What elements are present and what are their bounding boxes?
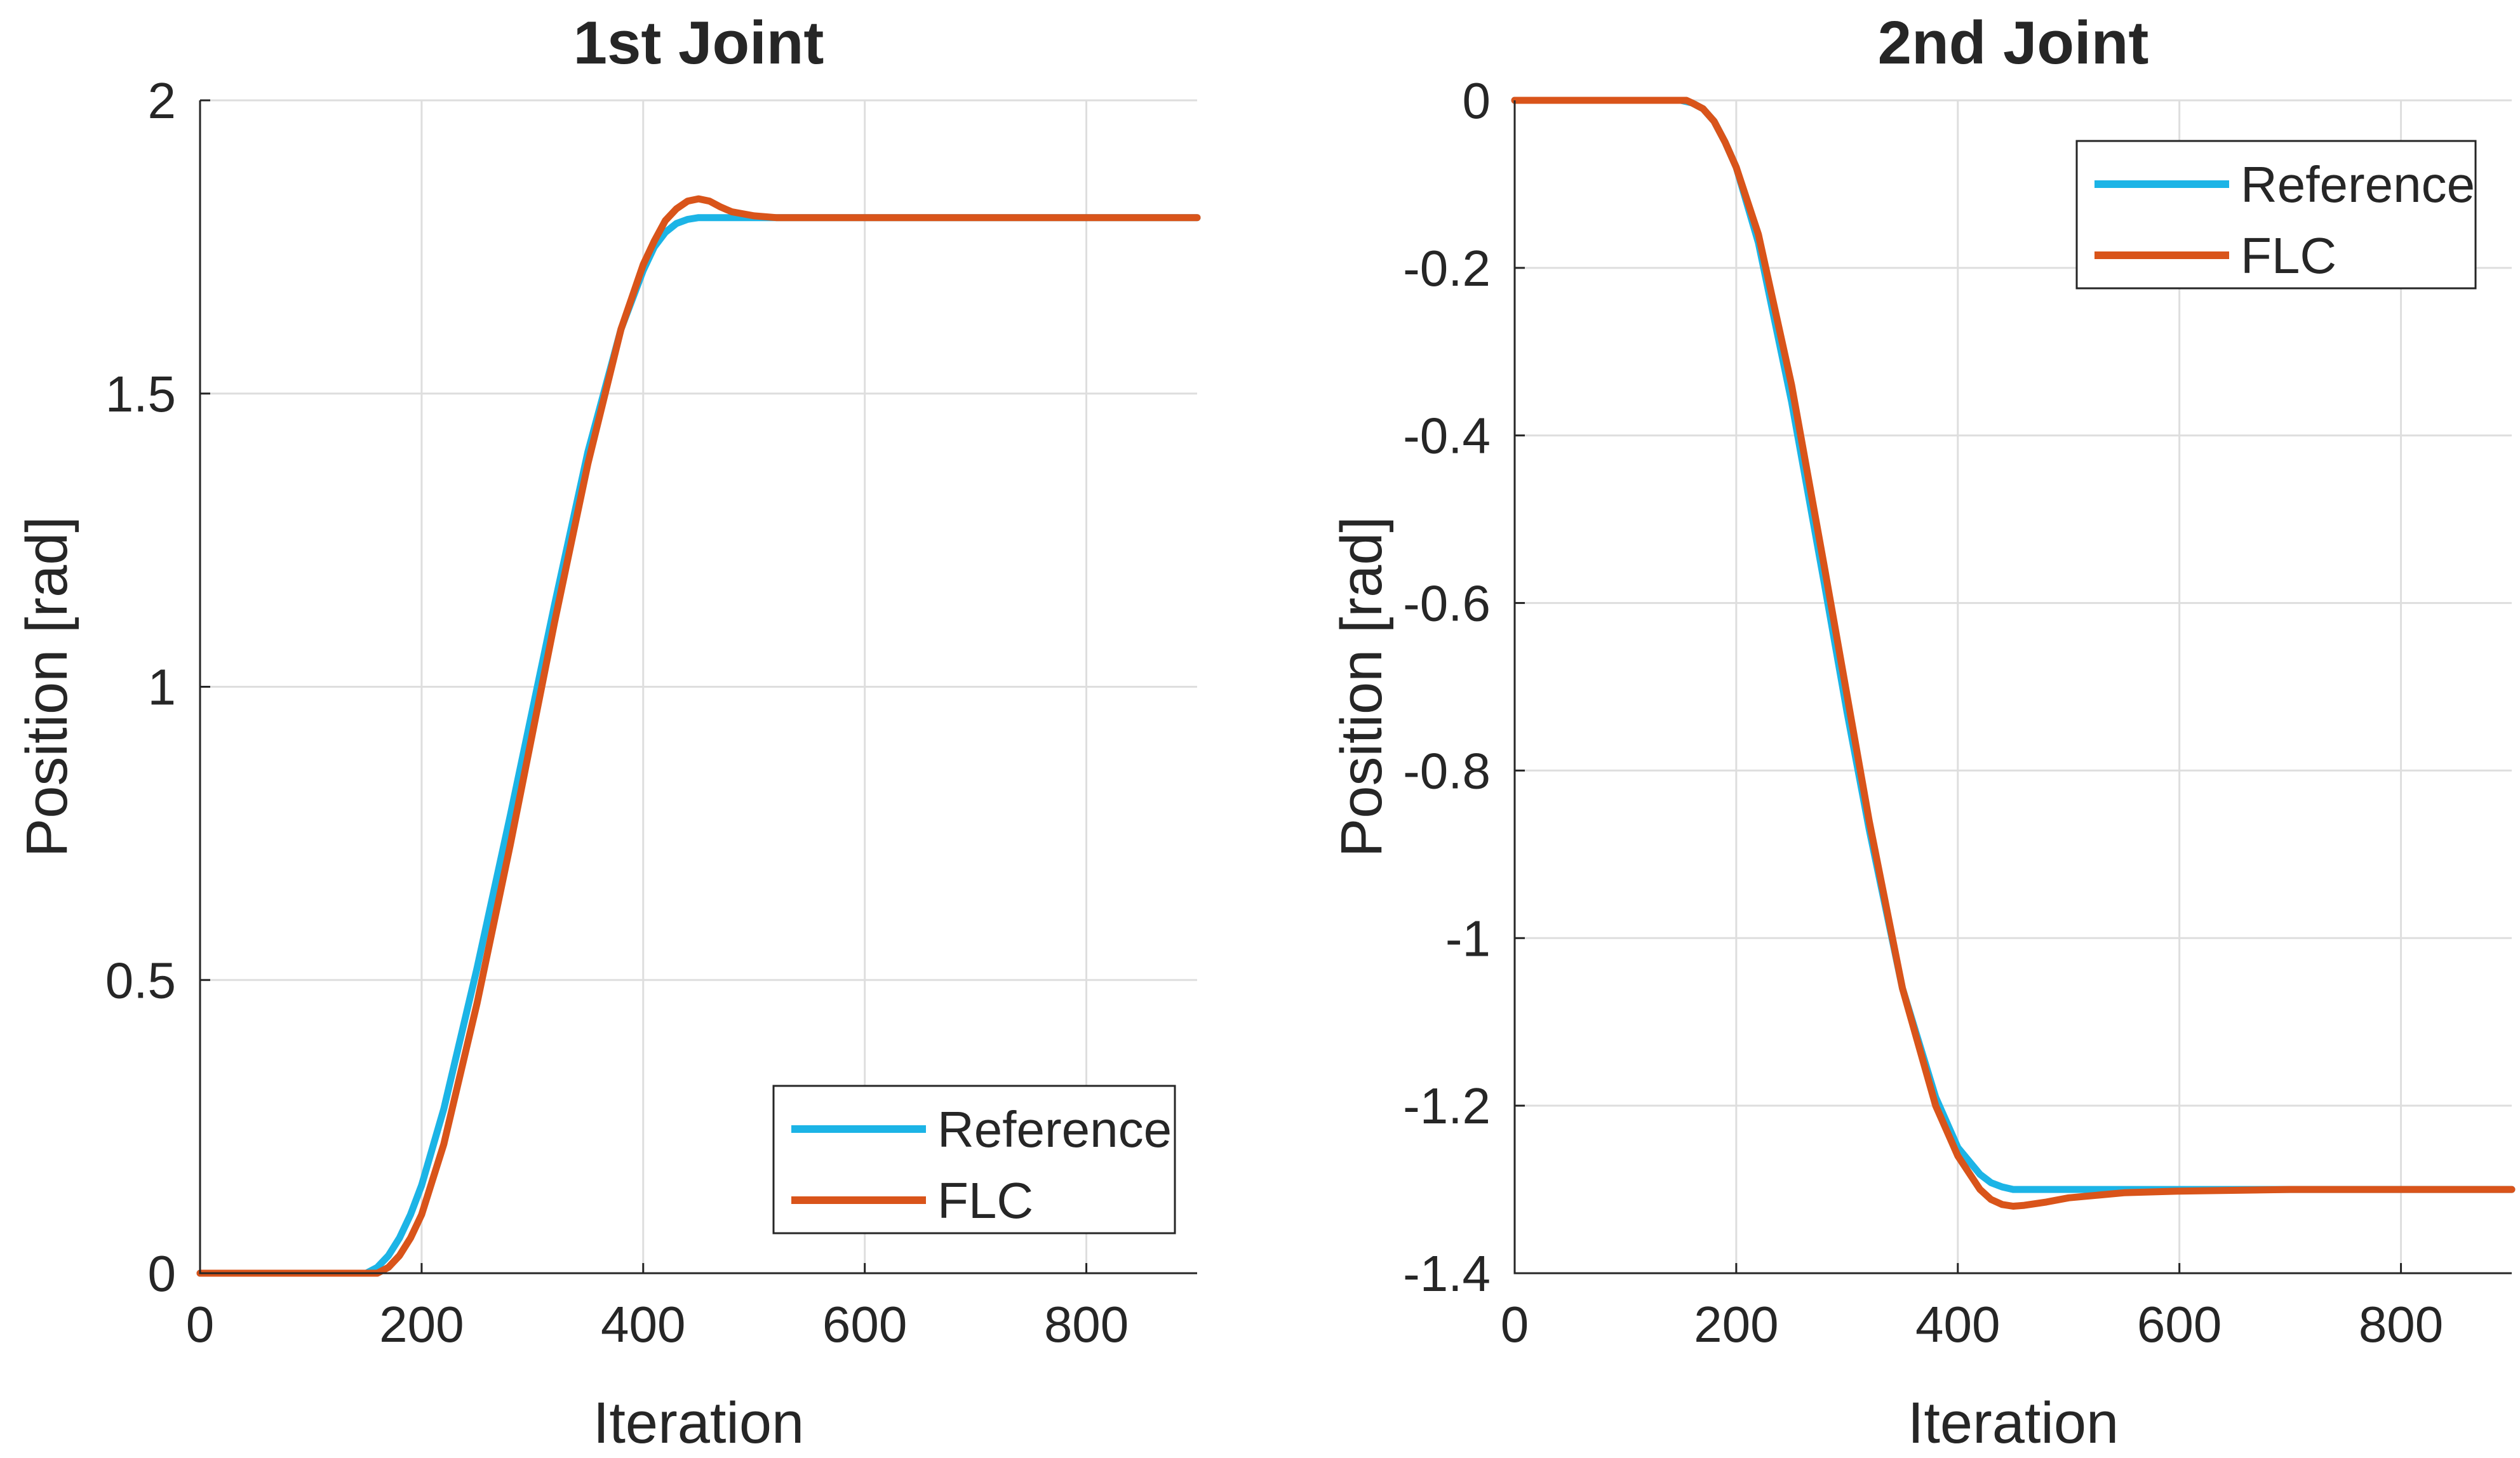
- tick-labels: 0 200 400 600 800 0 0.5 1 1.5 2: [105, 72, 1129, 1353]
- chart-title: 2nd Joint: [1878, 9, 2149, 77]
- chart-panel-2nd-joint: 2nd Joint Position [rad] Iteration 0 200 4…: [1329, 9, 2516, 1455]
- chart-panel-1st-joint: 1st Joint Position [rad] Iteration 0 200 4…: [15, 9, 1201, 1455]
- legend-box: [2075, 140, 2477, 290]
- y-tick-label: -0.6: [1403, 575, 1491, 632]
- y-axis-label: Position [rad]: [15, 516, 79, 857]
- series-group: [1511, 97, 2516, 1210]
- y-tick-label: -1: [1445, 910, 1491, 966]
- y-axis-label: Position [rad]: [1329, 516, 1394, 857]
- axis-lines: [199, 100, 1197, 1274]
- y-tick-label: -1.2: [1403, 1078, 1491, 1134]
- y-tick-label: 0.5: [105, 952, 176, 1008]
- x-tick-label: 800: [2359, 1296, 2443, 1353]
- tick-labels: 0 200 400 600 800 -1.4 -1.2 -1 -0.8 -0.6 -0.4 -0.2 0: [1403, 72, 2443, 1353]
- y-tick-label: 0: [148, 1245, 177, 1302]
- x-axis-label: Iteration: [1908, 1391, 2119, 1455]
- y-tick-label: -0.4: [1403, 408, 1491, 464]
- legend-label-flc: FLC: [2241, 227, 2336, 284]
- series-line-flc: [1511, 97, 2516, 1210]
- legend: Reference FLC: [2075, 140, 2477, 290]
- legend-label-reference: Reference: [937, 1101, 1172, 1158]
- x-tick-label: 200: [1694, 1296, 1778, 1353]
- x-tick-label: 400: [1915, 1296, 2000, 1353]
- chart-title: 1st Joint: [573, 9, 824, 77]
- x-tick-label: 0: [186, 1296, 215, 1353]
- legend-box: [772, 1085, 1176, 1234]
- x-tick-label: 400: [601, 1296, 685, 1353]
- x-tick-label: 0: [1501, 1296, 1529, 1353]
- x-tick-label: 200: [379, 1296, 464, 1353]
- axis-lines: [1513, 100, 2512, 1274]
- x-tick-label: 600: [2137, 1296, 2222, 1353]
- y-tick-label: 0: [1463, 72, 1491, 129]
- y-tick-label: 2: [148, 72, 177, 129]
- legend-label-reference: Reference: [2241, 156, 2475, 213]
- y-tick-label: 1.5: [105, 366, 176, 422]
- x-tick-label: 600: [822, 1296, 907, 1353]
- x-tick-label: 800: [1044, 1296, 1129, 1353]
- y-tick-label: 1: [148, 659, 177, 716]
- y-tick-label: -1.4: [1403, 1245, 1491, 1302]
- legend: Reference FLC: [772, 1085, 1176, 1234]
- y-tick-label: -0.8: [1403, 742, 1491, 799]
- series-group: [196, 195, 1201, 1277]
- y-tick-label: -0.2: [1403, 240, 1491, 297]
- x-axis-label: Iteration: [593, 1391, 804, 1455]
- series-line-flc: [196, 195, 1201, 1277]
- legend-label-flc: FLC: [937, 1172, 1033, 1229]
